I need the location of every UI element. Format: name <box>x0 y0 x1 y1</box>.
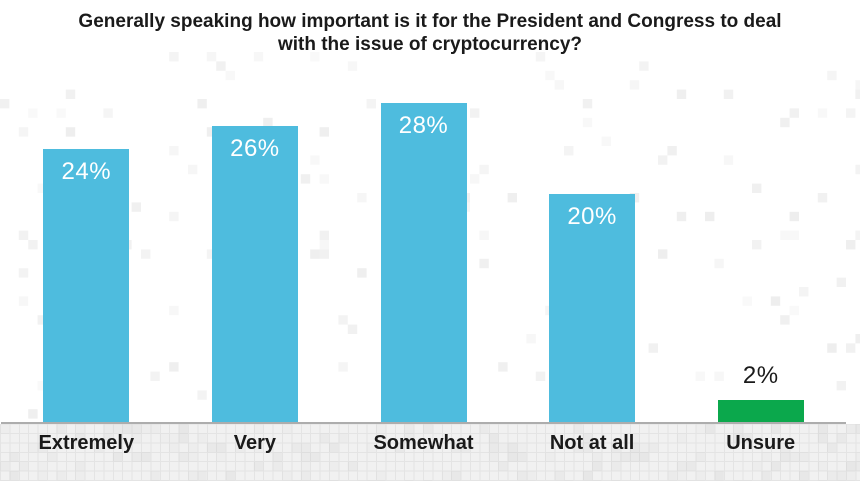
category-label-somewhat: Somewhat <box>373 432 474 454</box>
bar-very <box>211 126 298 423</box>
bar-value-label-very: 26% <box>230 135 280 162</box>
category-label-not-at-all: Not at all <box>549 432 635 454</box>
bar-value-label-extremely: 24% <box>61 158 112 185</box>
bar-value-label-unsure: 2% <box>742 362 779 389</box>
chart-title: Generally speaking how important is it f… <box>78 11 782 56</box>
strip-pixel-texture <box>0 424 860 481</box>
bar-value-label-not-at-all: 20% <box>567 203 617 230</box>
bar-value-label-somewhat: 28% <box>398 112 449 139</box>
strip-grid-pattern <box>0 424 860 481</box>
category-label-very: Very <box>233 432 277 454</box>
category-label-extremely: Extremely <box>38 432 135 454</box>
bar-not-at-all <box>549 194 636 423</box>
x-axis-line <box>2 422 845 424</box>
bar-unsure <box>717 400 804 423</box>
bar-somewhat <box>380 103 467 423</box>
category-axis-strip: Extremely Very Somewhat Not at all Unsure <box>0 424 860 481</box>
bar-extremely <box>43 149 130 423</box>
category-label-unsure: Unsure <box>726 432 796 454</box>
